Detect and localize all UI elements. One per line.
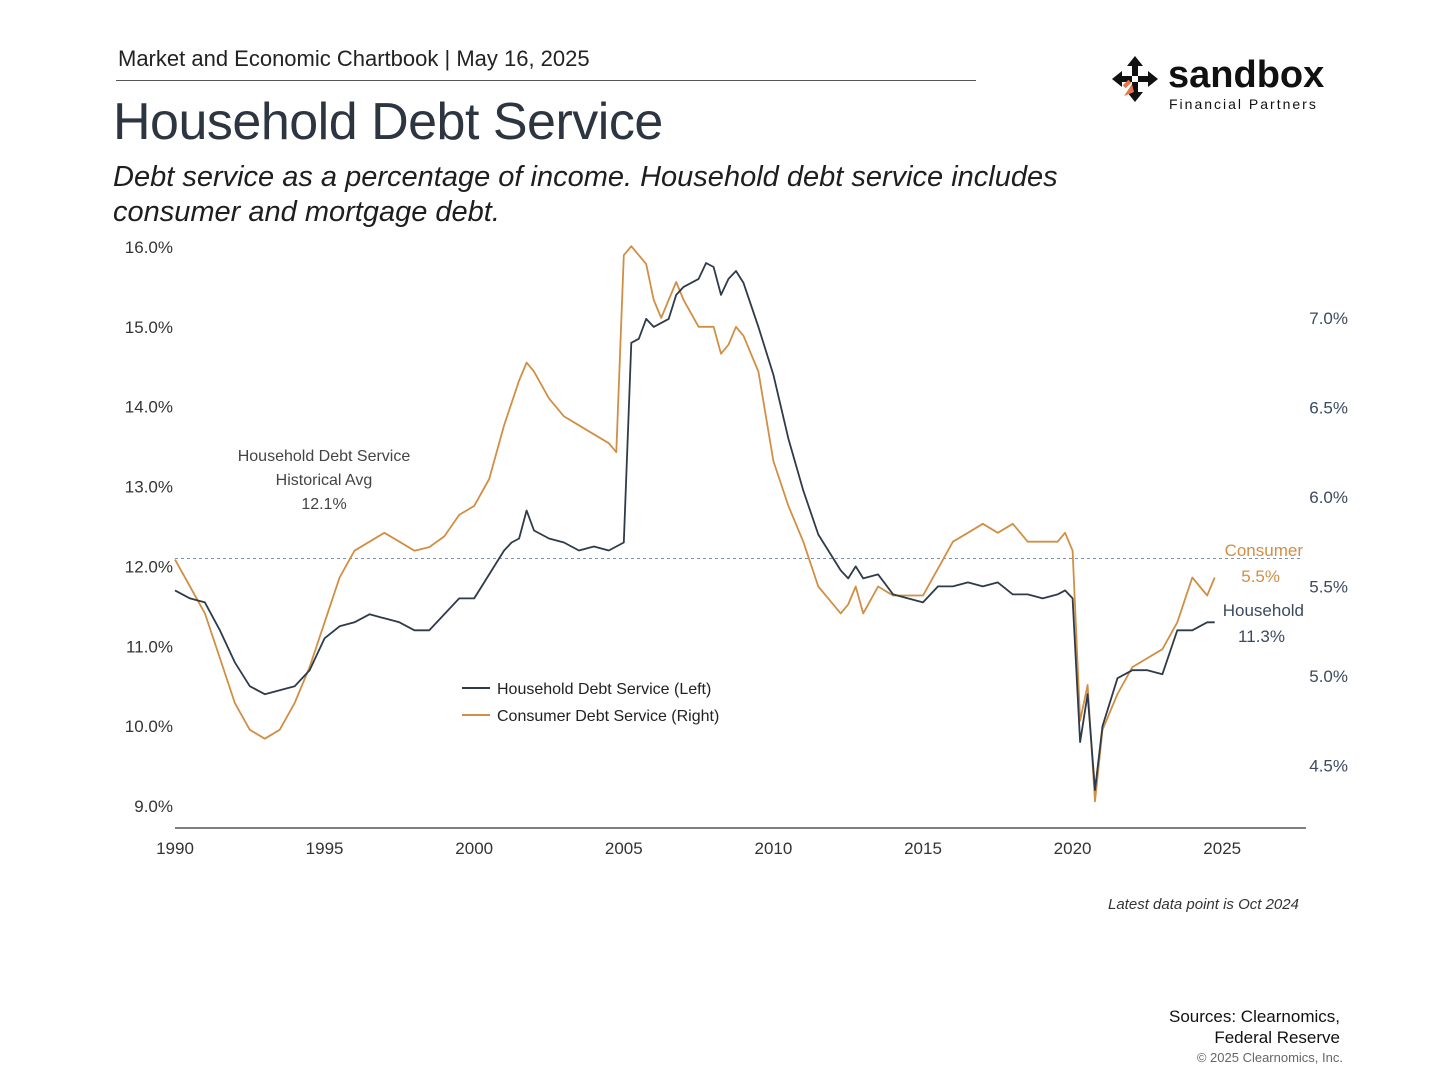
avg-label-line-2: Historical Avg <box>276 472 373 489</box>
consumer-end-value: 5.5% <box>1241 567 1280 586</box>
logo-arrows-icon <box>1112 56 1158 102</box>
right-tick-label: 6.5% <box>1309 398 1348 417</box>
right-tick-label: 6.0% <box>1309 488 1348 507</box>
sources-line-1: Sources: Clearnomics, <box>1168 1007 1340 1026</box>
household-debt-service-line <box>174 262 1215 791</box>
left-tick-label: 16.0% <box>125 238 173 257</box>
header-rule <box>116 80 976 81</box>
logo-tagline: Financial Partners <box>1169 96 1318 112</box>
avg-label-line-1: Household Debt Service <box>238 448 411 465</box>
consumer-debt-service-line <box>174 245 1216 803</box>
left-tick-label: 15.0% <box>125 318 173 337</box>
consumer-end-label: Consumer <box>1225 541 1304 560</box>
left-tick-label: 10.0% <box>125 717 173 736</box>
left-tick-label: 14.0% <box>125 398 173 417</box>
avg-label-value: 12.1% <box>301 496 346 513</box>
x-tick-label: 1995 <box>306 839 344 858</box>
x-tick-label: 2000 <box>455 839 493 858</box>
latest-data-note: Latest data point is Oct 2024 <box>1108 896 1299 913</box>
x-tick-label: 2010 <box>754 839 792 858</box>
left-tick-label: 12.0% <box>125 557 173 576</box>
sources-line-2: Federal Reserve <box>1214 1028 1340 1047</box>
copyright: © 2025 Clearnomics, Inc. <box>1196 1050 1343 1065</box>
x-tick-label: 2015 <box>904 839 942 858</box>
left-tick-label: 11.0% <box>126 637 173 656</box>
chartbook-header: Market and Economic Chartbook | May 16, … <box>118 46 590 71</box>
left-tick-label: 13.0% <box>125 478 173 497</box>
right-tick-label: 4.5% <box>1309 757 1348 776</box>
x-tick-label: 2025 <box>1203 839 1241 858</box>
x-tick-label: 2005 <box>605 839 643 858</box>
sandbox-logo: sandbox Financial Partners <box>1112 54 1332 114</box>
left-tick-label: 9.0% <box>134 797 173 816</box>
household-end-label: Household <box>1223 601 1304 620</box>
household-end-value: 11.3% <box>1238 627 1285 646</box>
logo-wordmark: sandbox <box>1168 54 1325 96</box>
sources-note: Sources: Clearnomics, Federal Reserve <box>1169 1006 1340 1048</box>
legend-label-consumer: Consumer Debt Service (Right) <box>497 708 719 725</box>
right-tick-label: 7.0% <box>1309 309 1348 328</box>
legend-label-household: Household Debt Service (Left) <box>497 681 711 698</box>
page-subtitle: Debt service as a percentage of income. … <box>113 161 1058 228</box>
right-tick-label: 5.5% <box>1309 577 1348 596</box>
x-tick-label: 2020 <box>1054 839 1092 858</box>
page-title: Household Debt Service <box>113 93 663 151</box>
x-tick-label: 1990 <box>156 839 194 858</box>
right-tick-label: 5.0% <box>1309 667 1348 686</box>
